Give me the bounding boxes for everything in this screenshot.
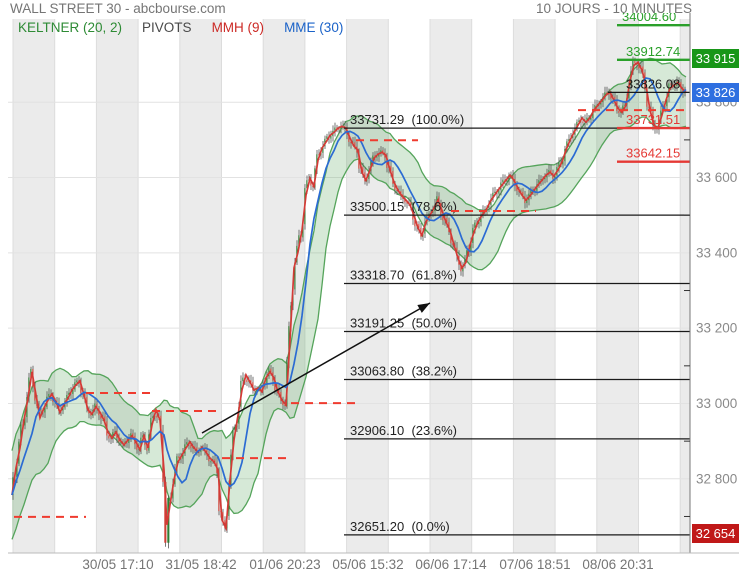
- last-price-badge: 33 826: [692, 83, 739, 102]
- fib-label: 33191.25 (50.0%): [350, 315, 457, 330]
- fib-label: 32906.10 (23.6%): [350, 423, 457, 438]
- x-axis-label: 08/06 20:31: [582, 557, 653, 572]
- x-axis-label: 06/06 17:14: [415, 557, 487, 572]
- y-axis-label: 32 800: [696, 471, 737, 486]
- session-band: [96, 19, 139, 553]
- x-axis-label: 30/05 17:10: [82, 557, 153, 572]
- legend-pivots[interactable]: PIVOTS: [142, 20, 192, 35]
- mmh-line: [11, 61, 687, 532]
- session-band: [513, 19, 556, 553]
- y-axis-label: 33 600: [696, 170, 737, 185]
- level-label: 33826.08: [626, 76, 680, 91]
- level-label: 33912.74: [626, 44, 680, 59]
- fib-label: 33063.80 (38.2%): [350, 363, 457, 378]
- chart-title: WALL STREET 30 - abcbourse.com: [10, 1, 226, 16]
- session-band: [680, 19, 690, 553]
- legend-mme[interactable]: MME (30): [284, 20, 344, 35]
- trend-arrow-line: [201, 302, 431, 434]
- fib-label: 33500.15 (78.6%): [350, 199, 457, 214]
- titlebar: WALL STREET 30 - abcbourse.com 10 JOURS …: [0, 0, 739, 18]
- high-price-badge: 33 915: [692, 49, 739, 68]
- plot-area: 33731.29 (100.0%) 33500.15 (78.6%) 33318.7…: [8, 9, 690, 553]
- y-axis-label: 33 000: [696, 396, 737, 411]
- session-band: [263, 19, 305, 553]
- indicator-legend: KELTNER (20, 2) PIVOTS MMH (9) MME (30): [18, 20, 343, 35]
- low-price-badge: 32 654: [692, 524, 739, 543]
- fib-label: 33731.29 (100.0%): [350, 112, 464, 127]
- trend-arrow-head: [417, 303, 430, 313]
- fib-label: 32651.20 (0.0%): [350, 519, 450, 534]
- legend-mmh[interactable]: MMH (9): [211, 20, 265, 35]
- y-axis-label: 33 400: [696, 245, 737, 260]
- x-axis-label: 01/06 20:23: [249, 557, 320, 572]
- keltner-band-fill: [12, 58, 686, 540]
- x-axis-label: 07/06 18:51: [499, 557, 570, 572]
- mme-line: [11, 77, 687, 496]
- y-axis-label: 33 200: [696, 321, 737, 336]
- legend-keltner[interactable]: KELTNER (20, 2): [18, 20, 123, 35]
- clipped-level-label: 34004.60: [622, 9, 676, 24]
- timeframe-label: 10 JOURS - 10 MINUTES: [535, 1, 692, 16]
- keltner-lower-line: [11, 116, 687, 540]
- fib-label: 33318.70 (61.8%): [350, 267, 457, 282]
- level-label: 33731.51: [626, 112, 680, 127]
- session-band: [346, 19, 389, 553]
- x-axis-label: 31/05 18:42: [165, 557, 236, 572]
- x-axis-label: 05/06 15:32: [332, 557, 403, 572]
- session-band: [430, 19, 472, 553]
- level-label: 33642.15: [626, 146, 680, 161]
